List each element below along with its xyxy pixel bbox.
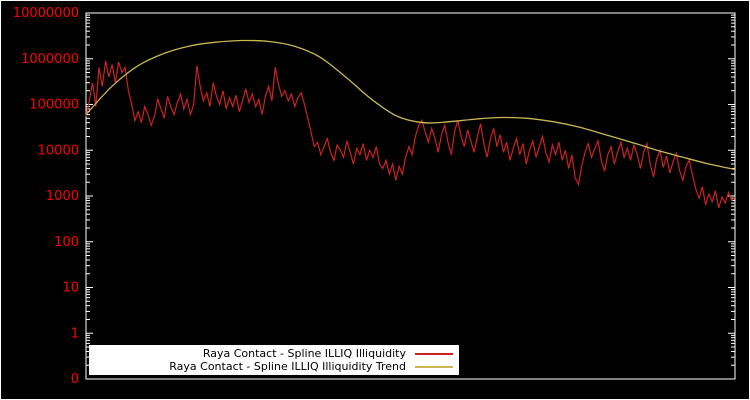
legend-line-sample — [415, 365, 453, 368]
chart-legend: Raya Contact - Spline ILLIQ Illiquidity … — [89, 345, 459, 375]
y-tick-label: 1000 — [46, 189, 79, 204]
legend-line-sample — [415, 352, 453, 355]
y-tick-label: 1000000 — [21, 52, 79, 67]
y-tick-label: 100000 — [29, 98, 79, 113]
legend-label: Raya Contact - Spline ILLIQ Illiquidity — [202, 347, 406, 360]
y-tick-label: 10000 — [38, 143, 79, 158]
plot-frame — [85, 12, 736, 380]
y-tick-label: 10 — [62, 281, 79, 296]
y-tick-label: 100 — [54, 235, 79, 250]
y-tick-label: 0 — [71, 372, 79, 387]
series-trend-line — [85, 39, 736, 171]
legend-item: Raya Contact - Spline ILLIQ Illiquidity — [89, 347, 453, 360]
y-tick-label: 10000000 — [13, 6, 79, 21]
legend-label: Raya Contact - Spline ILLIQ Illiquidity … — [169, 360, 406, 373]
series-illiquidity-line — [85, 60, 736, 209]
y-tick-label: 1 — [71, 326, 79, 341]
legend-item: Raya Contact - Spline ILLIQ Illiquidity … — [89, 360, 453, 373]
